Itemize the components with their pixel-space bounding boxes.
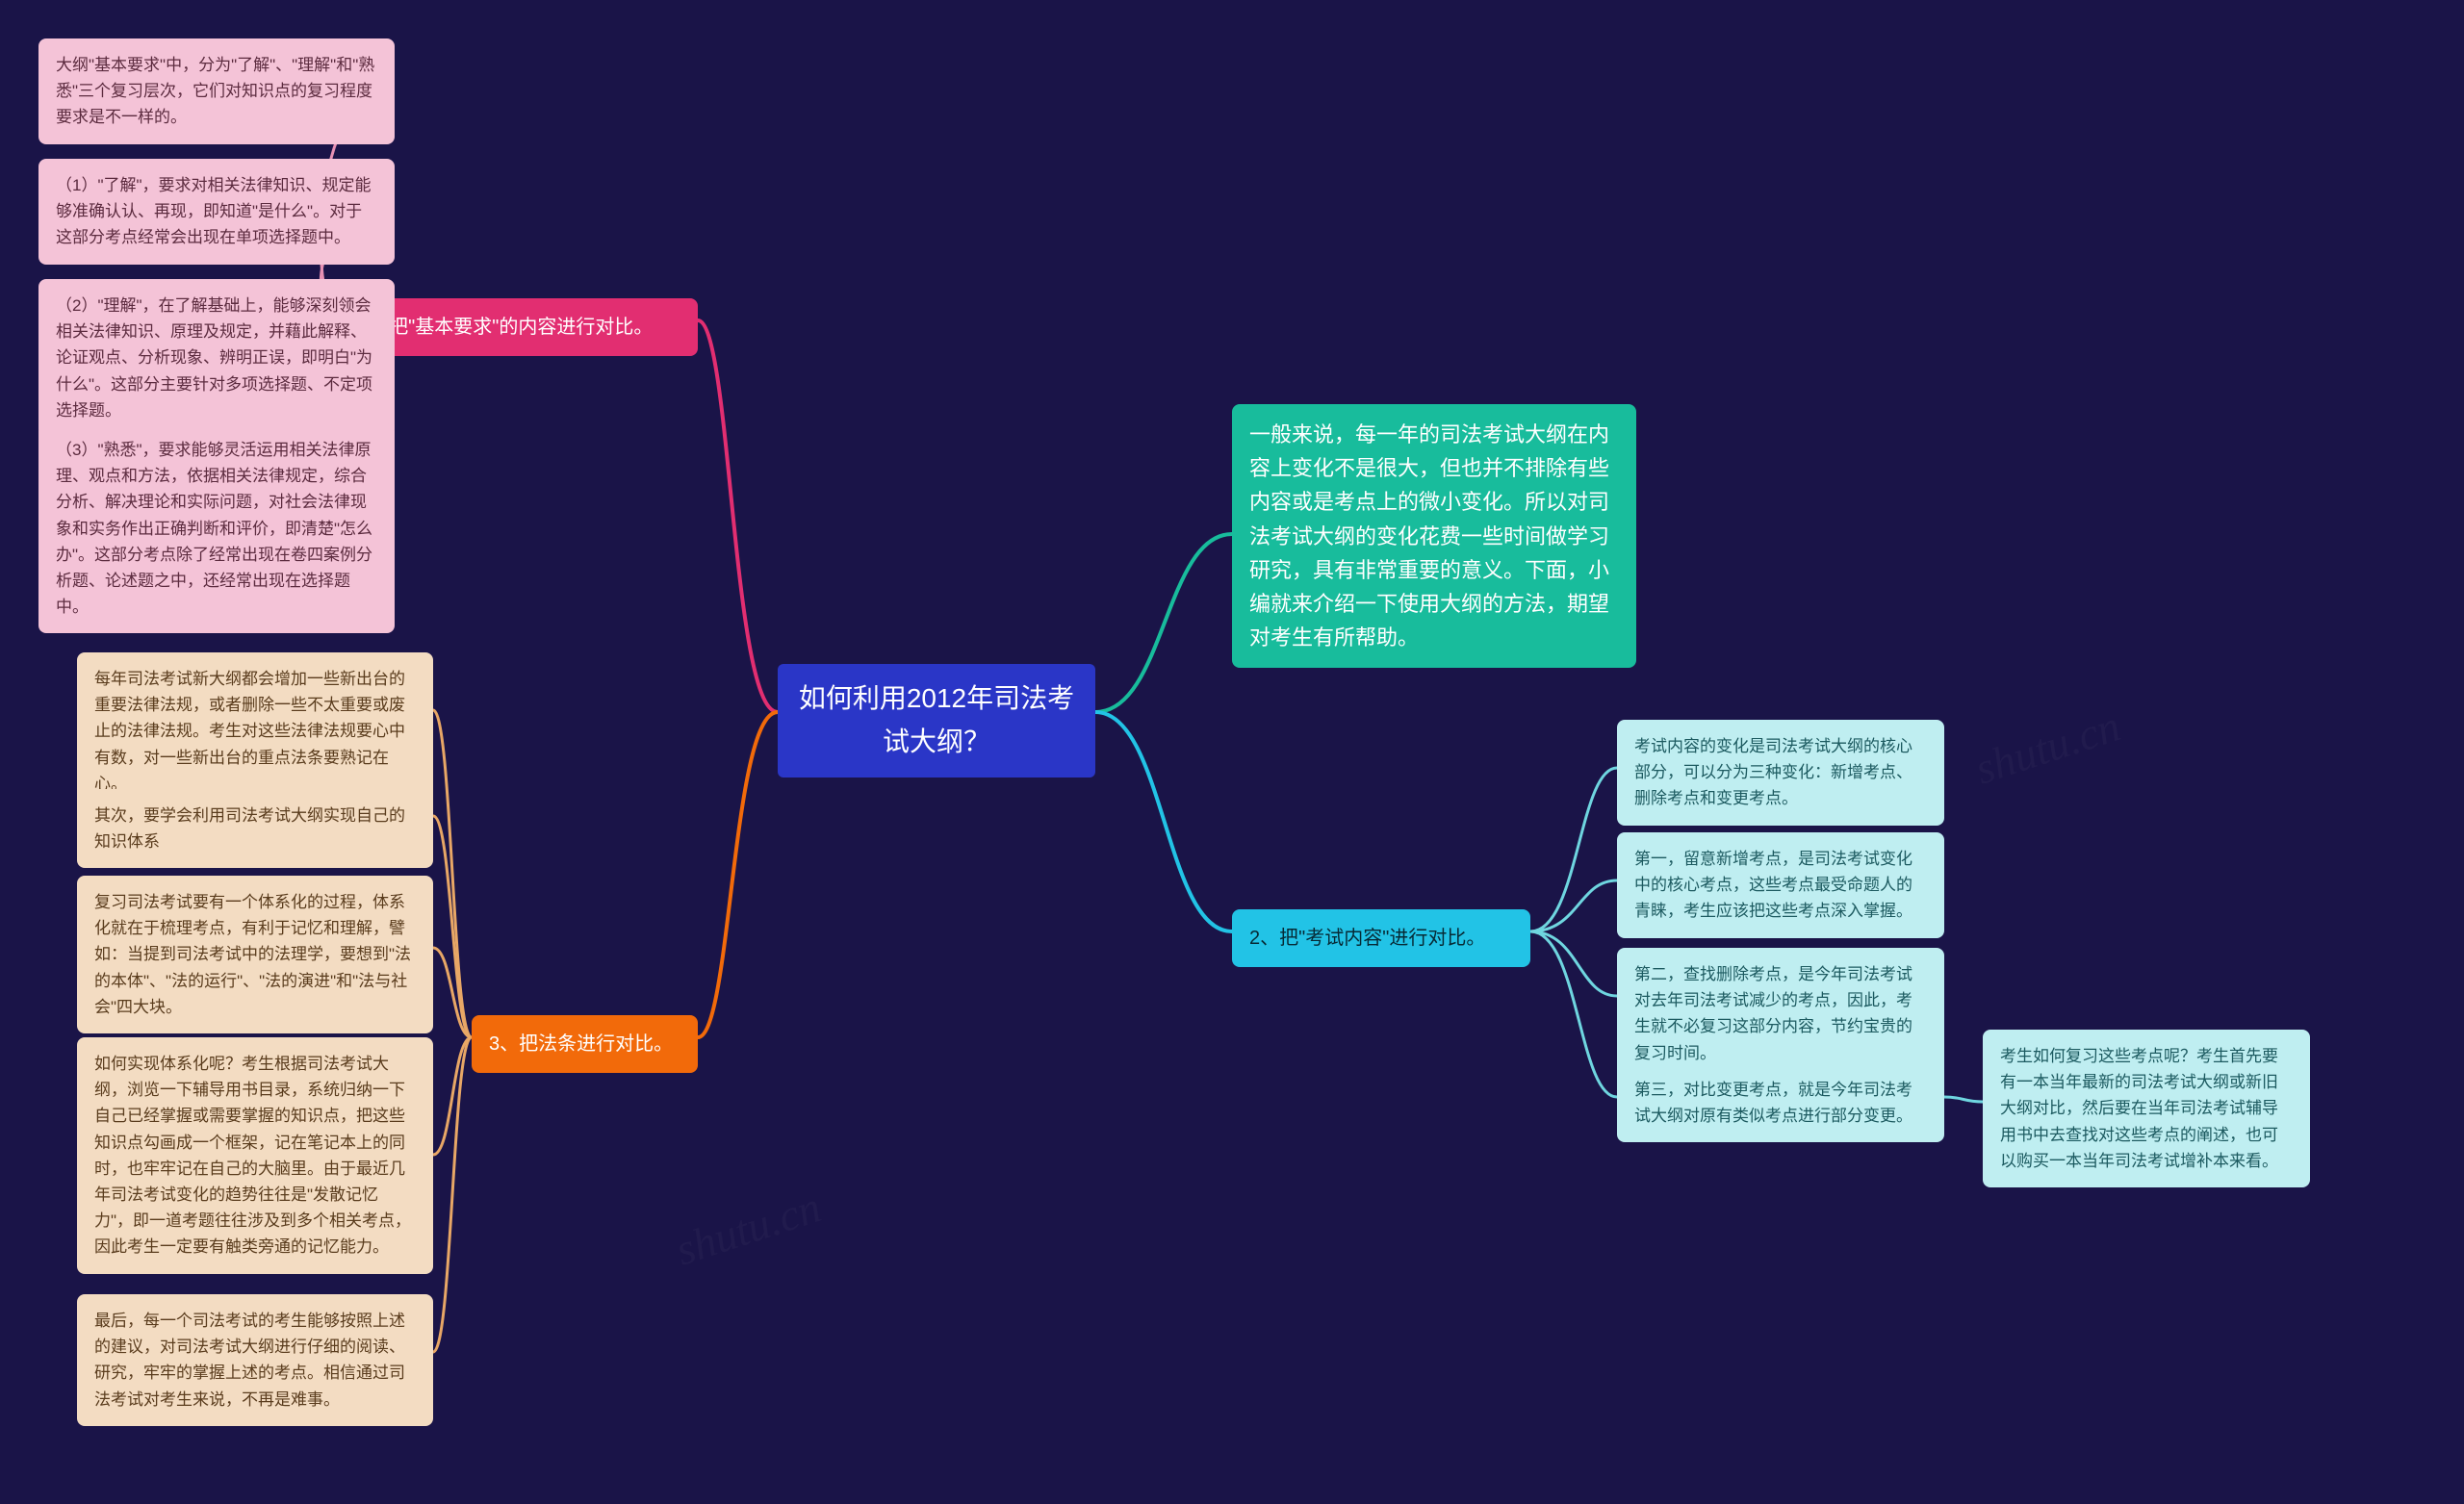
branch2-leaf[interactable]: 第二，查找删除考点，是今年司法考试对去年司法考试减少的考点，因此，考生就不必复习… [1617,948,1944,1080]
watermark: shutu.cn [1969,700,2126,794]
center-node[interactable]: 如何利用2012年司法考试大纲？ [778,664,1095,777]
branch1-leaf[interactable]: 大纲"基本要求"中，分为"了解"、"理解"和"熟悉"三个复习层次，它们对知识点的… [38,38,395,144]
branch2-subleaf[interactable]: 考生如何复习这些考点呢？考生首先要有一本当年最新的司法考试大纲或新旧大纲对比，然… [1983,1030,2310,1187]
branch3-leaf[interactable]: 最后，每一个司法考试的考生能够按照上述的建议，对司法考试大纲进行仔细的阅读、研究… [77,1294,433,1426]
branch2-label[interactable]: 2、把"考试内容"进行对比。 [1232,909,1530,967]
branch1-leaf[interactable]: （3）"熟悉"，要求能够灵活运用相关法律原理、观点和方法，依据相关法律规定，综合… [38,423,395,633]
branch3-leaf[interactable]: 每年司法考试新大纲都会增加一些新出台的重要法律法规，或者删除一些不太重要或废止的… [77,652,433,810]
branch1-label[interactable]: 1、把"基本要求"的内容进行对比。 [342,298,698,356]
branch3-label[interactable]: 3、把法条进行对比。 [472,1015,698,1073]
intro-node[interactable]: 一般来说，每一年的司法考试大纲在内容上变化不是很大，但也并不排除有些内容或是考点… [1232,404,1636,668]
branch2-leaf[interactable]: 第三，对比变更考点，就是今年司法考试大纲对原有类似考点进行部分变更。 [1617,1063,1944,1142]
watermark: shutu.cn [670,1181,827,1275]
branch3-leaf[interactable]: 复习司法考试要有一个体系化的过程，体系化就在于梳理考点，有利于记忆和理解，譬如：… [77,876,433,1033]
branch3-leaf[interactable]: 如何实现体系化呢？考生根据司法考试大纲，浏览一下辅导用书目录，系统归纳一下自己已… [77,1037,433,1274]
branch2-leaf[interactable]: 第一，留意新增考点，是司法考试变化中的核心考点，这些考点最受命题人的青睐，考生应… [1617,832,1944,938]
branch2-leaf[interactable]: 考试内容的变化是司法考试大纲的核心部分，可以分为三种变化：新增考点、删除考点和变… [1617,720,1944,826]
branch1-leaf[interactable]: （2）"理解"，在了解基础上，能够深刻领会相关法律知识、原理及规定，并藉此解释、… [38,279,395,437]
branch1-leaf[interactable]: （1）"了解"，要求对相关法律知识、规定能够准确认认、再现，即知道"是什么"。对… [38,159,395,265]
branch3-leaf[interactable]: 其次，要学会利用司法考试大纲实现自己的知识体系 [77,789,433,868]
